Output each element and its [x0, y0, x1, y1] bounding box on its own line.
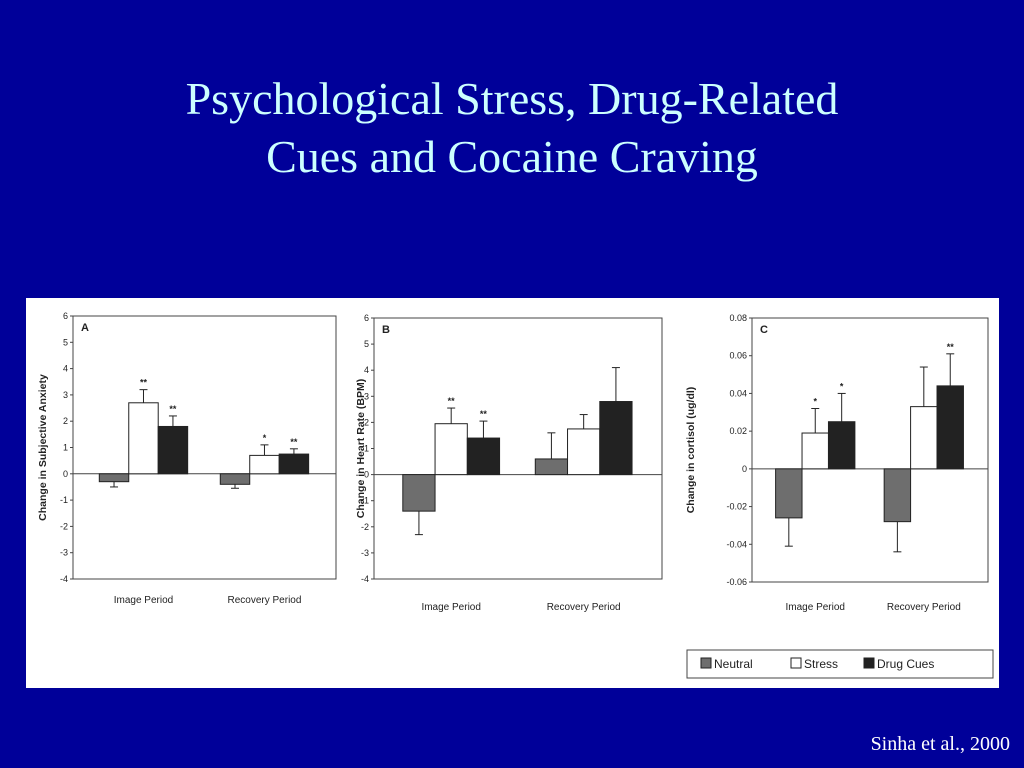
- y-tick-label: 1: [364, 444, 369, 454]
- plot-frame-A: [72, 315, 337, 580]
- bar-drug-cues: [936, 385, 964, 470]
- significance-marker: **: [947, 342, 955, 352]
- y-tick-label: 6: [364, 313, 369, 323]
- bar-drug-cues: [827, 421, 856, 470]
- legend-box: [686, 649, 994, 679]
- legend-label-stress: Stress: [804, 657, 838, 671]
- legend-swatch-neutral: [700, 657, 712, 669]
- significance-marker: *: [840, 381, 844, 391]
- figure-panel: 6 5 4 3 2 1 0 -1 -2 -3 -4 Change in Subjective Anxi…: [26, 298, 999, 688]
- bar-drug-cues: [466, 437, 501, 476]
- y-tick-label: 0.06: [729, 351, 747, 361]
- significance-marker: *: [813, 397, 817, 407]
- slide-title: Psychological Stress, Drug-Related Cues …: [0, 70, 1024, 186]
- y-tick-label: 1: [63, 443, 68, 453]
- legend-swatch-drug-cues: [863, 657, 875, 669]
- y-tick-label: 6: [63, 311, 68, 321]
- panel-label: B: [382, 324, 390, 336]
- y-tick-label: -2: [361, 522, 369, 532]
- y-tick-label: -4: [361, 574, 369, 584]
- bar-stress: [801, 432, 829, 470]
- legend-swatch-stress: [790, 657, 802, 669]
- y-tick-label: -3: [361, 548, 369, 558]
- y-tick-label: -2: [60, 521, 68, 531]
- y-tick-label: -1: [361, 496, 369, 506]
- category-label: Image Period: [421, 602, 480, 613]
- panel-label: C: [760, 324, 768, 336]
- category-label: Recovery Period: [228, 595, 302, 606]
- y-tick-label: -1: [60, 495, 68, 505]
- slide-title-line-1: Psychological Stress, Drug-Related: [185, 73, 839, 124]
- legend-label-neutral: Neutral: [714, 657, 753, 671]
- y-tick-label: -0.02: [726, 502, 747, 512]
- bar-stress: [249, 454, 280, 475]
- significance-marker: **: [140, 378, 148, 388]
- bar-drug-cues: [599, 401, 633, 476]
- significance-marker: *: [263, 433, 267, 443]
- y-axis-label: Change in Heart Rate (BPM): [355, 379, 367, 518]
- bar-stress: [434, 423, 468, 476]
- y-tick-label: -0.06: [726, 577, 747, 587]
- significance-marker: **: [480, 409, 488, 419]
- bar-charts-figure: 6 5 4 3 2 1 0 -1 -2 -3 -4 Change in Subjective Anxi…: [37, 311, 994, 679]
- y-axis-label: Change in cortisol (ug/dl): [685, 387, 697, 514]
- y-tick-label: 0: [742, 464, 747, 474]
- significance-marker: **: [448, 396, 456, 406]
- y-tick-label: 0.04: [729, 388, 747, 398]
- y-tick-label: -0.04: [726, 539, 747, 549]
- y-tick-label: 0.02: [729, 426, 747, 436]
- y-tick-label: 2: [63, 416, 68, 426]
- y-tick-label: 3: [364, 391, 369, 401]
- y-tick-label: 4: [364, 365, 369, 375]
- category-label: Recovery Period: [887, 602, 961, 613]
- panel-label: A: [81, 322, 89, 334]
- legend-label-drug-cues: Drug Cues: [877, 657, 934, 671]
- bar-drug-cues: [278, 453, 310, 475]
- plot-frame-C: [751, 317, 989, 583]
- bar-neutral: [775, 468, 803, 519]
- y-tick-label: 5: [364, 339, 369, 349]
- y-axis-label: Change in Subjective Anxiety: [37, 374, 49, 521]
- bar-neutral: [402, 474, 436, 512]
- y-tick-label: 0: [364, 470, 369, 480]
- y-tick-label: -4: [60, 574, 68, 584]
- y-tick-label: -3: [60, 548, 68, 558]
- bar-stress: [567, 428, 601, 476]
- bar-neutral: [219, 473, 251, 485]
- category-label: Image Period: [114, 595, 173, 606]
- bar-neutral: [534, 458, 569, 476]
- bar-drug-cues: [157, 425, 189, 475]
- slide-title-line-2: Cues and Cocaine Craving: [266, 131, 758, 182]
- bar-neutral: [98, 473, 130, 483]
- category-label: Image Period: [786, 602, 845, 613]
- bar-stress: [910, 406, 938, 470]
- y-tick-label: 0: [63, 469, 68, 479]
- citation: Sinha et al., 2000: [870, 733, 1010, 755]
- y-tick-label: 0.08: [729, 313, 747, 323]
- bar-stress: [128, 402, 159, 475]
- y-tick-label: 3: [63, 390, 68, 400]
- significance-marker: **: [169, 404, 177, 414]
- y-tick-label: 5: [63, 337, 68, 347]
- significance-marker: **: [290, 437, 298, 447]
- y-tick-label: 4: [63, 364, 68, 374]
- category-label: Recovery Period: [547, 602, 621, 613]
- bar-neutral: [883, 468, 912, 523]
- y-tick-label: 2: [364, 417, 369, 427]
